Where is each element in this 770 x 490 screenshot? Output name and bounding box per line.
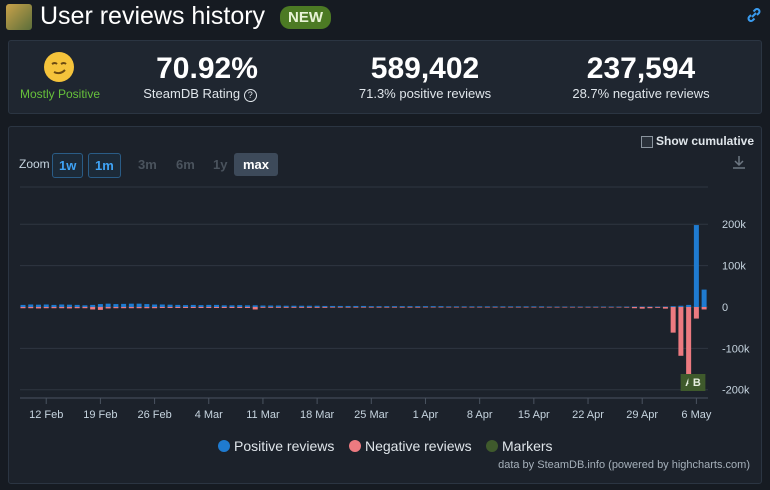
link-icon[interactable] — [746, 7, 762, 23]
positive-caption: 71.3% positive reviews — [358, 86, 492, 101]
rating-caption-text: SteamDB Rating — [143, 86, 241, 101]
negative-count: 237,594 — [586, 52, 696, 85]
help-icon[interactable]: ? — [243, 89, 257, 102]
zoom-button[interactable]: 3m — [138, 157, 157, 172]
zoom-label: Zoom — [19, 157, 50, 171]
zoom-button[interactable]: 1m — [88, 153, 121, 178]
rating-caption: SteamDB Rating ? — [100, 86, 300, 102]
page-title: User reviews history — [40, 2, 266, 30]
zoom-button[interactable]: 6m — [176, 157, 195, 172]
chart-panel — [8, 126, 762, 484]
zoom-button[interactable]: 1y — [213, 157, 228, 172]
rating-label: Mostly Positive — [19, 87, 101, 101]
negative-caption: 28.7% negative reviews — [572, 86, 710, 101]
cumulative-label[interactable]: Show cumulative — [656, 134, 755, 148]
positive-count: 589,402 — [370, 52, 480, 85]
new-badge: NEW — [280, 6, 331, 29]
game-icon — [6, 4, 32, 30]
cumulative-checkbox[interactable] — [641, 136, 653, 148]
zoom-button[interactable]: max — [234, 153, 279, 176]
rating-emoji — [44, 52, 74, 82]
stats-panel — [8, 40, 762, 114]
credits: data by SteamDB.info (powered by highcha… — [498, 459, 750, 471]
download-icon[interactable] — [731, 154, 747, 170]
zoom-button[interactable]: 1w — [52, 153, 84, 178]
rating-value: 70.92% — [156, 52, 258, 85]
